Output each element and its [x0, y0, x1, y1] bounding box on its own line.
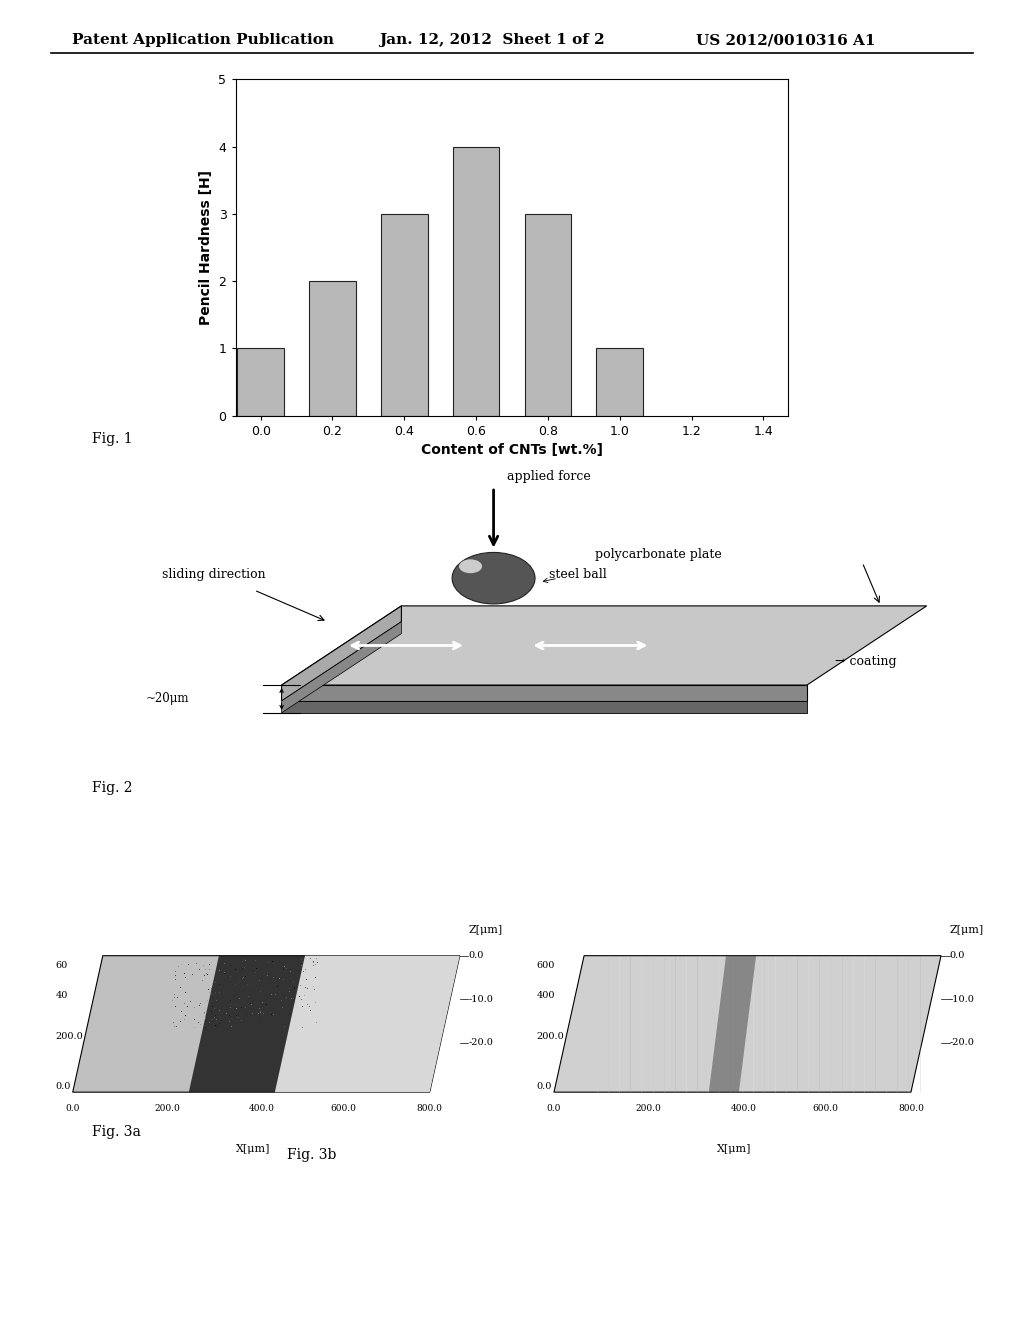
Text: -20.0: -20.0 — [949, 1039, 975, 1047]
Text: 200.0: 200.0 — [55, 1032, 83, 1041]
Text: Fig. 3b: Fig. 3b — [287, 1148, 336, 1163]
Polygon shape — [188, 956, 305, 1092]
Text: 0.0: 0.0 — [55, 1082, 71, 1090]
Bar — [453, 147, 500, 416]
Text: -10.0: -10.0 — [949, 995, 975, 1003]
Text: 600.0: 600.0 — [812, 1104, 838, 1113]
Text: -10.0: -10.0 — [468, 995, 494, 1003]
Text: US 2012/0010316 A1: US 2012/0010316 A1 — [696, 33, 876, 48]
Text: 200.0: 200.0 — [636, 1104, 662, 1113]
Y-axis label: Pencil Hardness [H]: Pencil Hardness [H] — [199, 170, 213, 325]
Text: sliding direction: sliding direction — [162, 568, 265, 581]
Text: 800.0: 800.0 — [417, 1104, 442, 1113]
Text: → coating: → coating — [835, 655, 896, 668]
Text: 0.0: 0.0 — [468, 952, 483, 960]
Text: applied force: applied force — [508, 470, 591, 483]
Bar — [238, 348, 284, 416]
Text: 0.0: 0.0 — [537, 1082, 552, 1090]
Bar — [596, 348, 643, 416]
Bar — [381, 214, 428, 416]
Text: polycarbonate plate: polycarbonate plate — [595, 548, 722, 561]
Text: Fig. 1: Fig. 1 — [92, 432, 133, 446]
Text: 200.0: 200.0 — [155, 1104, 180, 1113]
Text: 800.0: 800.0 — [898, 1104, 924, 1113]
Polygon shape — [274, 956, 460, 1092]
Polygon shape — [282, 622, 401, 713]
Text: 0.0: 0.0 — [949, 952, 965, 960]
Text: Z[μm]: Z[μm] — [468, 925, 503, 936]
Text: X[μm]: X[μm] — [237, 1144, 270, 1155]
Text: 0.0: 0.0 — [547, 1104, 561, 1113]
X-axis label: Content of CNTs [wt.%]: Content of CNTs [wt.%] — [421, 444, 603, 458]
Text: 400.0: 400.0 — [730, 1104, 756, 1113]
Text: 400: 400 — [537, 990, 555, 999]
Polygon shape — [73, 956, 460, 1092]
Polygon shape — [282, 701, 807, 713]
Text: 400.0: 400.0 — [249, 1104, 274, 1113]
Text: Patent Application Publication: Patent Application Publication — [72, 33, 334, 48]
Text: -20.0: -20.0 — [468, 1039, 494, 1047]
Text: 600.0: 600.0 — [331, 1104, 356, 1113]
Text: Fig. 2: Fig. 2 — [92, 781, 133, 796]
Text: 60: 60 — [55, 961, 68, 970]
Text: 200.0: 200.0 — [537, 1032, 564, 1041]
Text: steel ball: steel ball — [549, 568, 606, 581]
Ellipse shape — [453, 552, 536, 605]
Ellipse shape — [459, 560, 482, 573]
Bar — [309, 281, 355, 416]
Text: 600: 600 — [537, 961, 555, 970]
Text: X[μm]: X[μm] — [718, 1144, 752, 1155]
Polygon shape — [282, 606, 927, 685]
Text: 40: 40 — [55, 990, 68, 999]
Bar — [524, 214, 571, 416]
Text: Jan. 12, 2012  Sheet 1 of 2: Jan. 12, 2012 Sheet 1 of 2 — [379, 33, 604, 48]
Text: ~20μm: ~20μm — [146, 693, 189, 705]
Polygon shape — [709, 956, 756, 1092]
Text: Fig. 3a: Fig. 3a — [92, 1125, 141, 1139]
Polygon shape — [282, 685, 807, 701]
Polygon shape — [282, 606, 401, 701]
Polygon shape — [554, 956, 941, 1092]
Text: Z[μm]: Z[μm] — [949, 925, 984, 936]
Text: 0.0: 0.0 — [66, 1104, 80, 1113]
